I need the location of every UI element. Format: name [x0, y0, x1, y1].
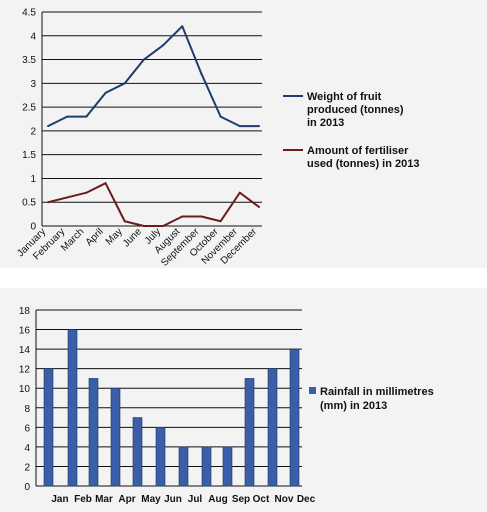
data-point: [123, 82, 126, 85]
data-point: [162, 44, 165, 47]
x-tick-label: Jun: [164, 494, 182, 505]
y-tick-label: 2.5: [22, 103, 36, 114]
bar: [43, 368, 54, 487]
data-point: [142, 58, 145, 61]
data-point: [219, 115, 222, 118]
bar: [178, 446, 189, 487]
y-tick-label: 2: [30, 126, 36, 137]
line-chart-background: [0, 0, 487, 268]
data-point: [238, 125, 241, 128]
data-point: [123, 220, 126, 223]
x-tick-label: Jan: [51, 494, 68, 505]
legend-swatch: [309, 387, 316, 394]
y-tick-label: 12: [19, 365, 31, 376]
data-point: [104, 91, 107, 94]
y-tick-label: 0: [30, 222, 36, 233]
y-tick-label: 3.5: [22, 55, 36, 66]
bar: [201, 446, 212, 487]
data-point: [200, 215, 203, 218]
data-point: [66, 196, 69, 199]
bar: [222, 446, 233, 487]
bar: [267, 368, 278, 487]
y-tick-label: 1.5: [22, 150, 36, 161]
bar: [289, 348, 300, 487]
legend-label: in 2013: [307, 117, 344, 129]
y-tick-label: 4: [30, 31, 36, 42]
line-chart: 00.511.522.533.544.5JanuaryFebruaryMarch…: [15, 8, 419, 269]
legend-label: Amount of fertiliser: [307, 145, 409, 157]
x-tick-label: Dec: [297, 494, 316, 505]
y-tick-label: 10: [19, 384, 31, 395]
data-point: [85, 115, 88, 118]
legend-label: used (tonnes) in 2013: [307, 158, 419, 170]
y-tick-label: 8: [24, 404, 30, 415]
data-point: [142, 225, 145, 227]
x-tick-label: May: [141, 494, 161, 505]
x-tick-label: Sep: [232, 494, 250, 505]
legend-label: Weight of fruit: [307, 91, 382, 103]
data-point: [181, 25, 184, 28]
data-point: [219, 220, 222, 223]
x-tick-label: Feb: [74, 494, 92, 505]
bar-chart-background: [0, 288, 487, 512]
y-tick-label: 3: [30, 79, 36, 90]
x-tick-label: Jul: [188, 494, 203, 505]
bar: [110, 387, 121, 487]
data-point: [104, 182, 107, 185]
data-point: [200, 72, 203, 75]
legend-label: produced (tonnes): [307, 104, 404, 116]
x-tick-label: Aug: [208, 494, 227, 505]
x-tick-label: Nov: [275, 494, 294, 505]
legend-label: (mm) in 2013: [320, 400, 387, 412]
x-tick-label: Mar: [95, 494, 113, 505]
data-point: [238, 191, 241, 194]
data-point: [66, 115, 69, 118]
y-tick-label: 4.5: [22, 8, 36, 19]
data-point: [258, 205, 260, 208]
y-tick-label: 18: [19, 306, 31, 317]
series-line-1: [47, 25, 259, 128]
bar: [244, 378, 255, 487]
data-point: [85, 191, 88, 194]
data-point: [162, 225, 165, 227]
y-tick-label: 0.5: [22, 198, 36, 209]
data-point: [258, 125, 260, 128]
data-point: [47, 201, 49, 204]
legend-label: Rainfall in millimetres: [320, 386, 434, 398]
y-tick-label: 6: [24, 423, 30, 434]
x-tick-label: Apr: [118, 494, 135, 505]
y-tick-label: 16: [19, 326, 31, 337]
x-tick-label: Oct: [253, 494, 270, 505]
y-tick-label: 0: [24, 482, 30, 493]
y-tick-label: 1: [30, 174, 36, 185]
bar: [88, 378, 99, 487]
bar: [67, 329, 78, 487]
data-point: [181, 215, 184, 218]
y-tick-label: 4: [24, 443, 30, 454]
series-line-2: [47, 182, 260, 227]
bar: [132, 417, 143, 487]
y-tick-label: 14: [19, 345, 31, 356]
y-tick-label: 2: [24, 462, 30, 473]
bar: [155, 427, 166, 487]
data-point: [47, 125, 49, 128]
